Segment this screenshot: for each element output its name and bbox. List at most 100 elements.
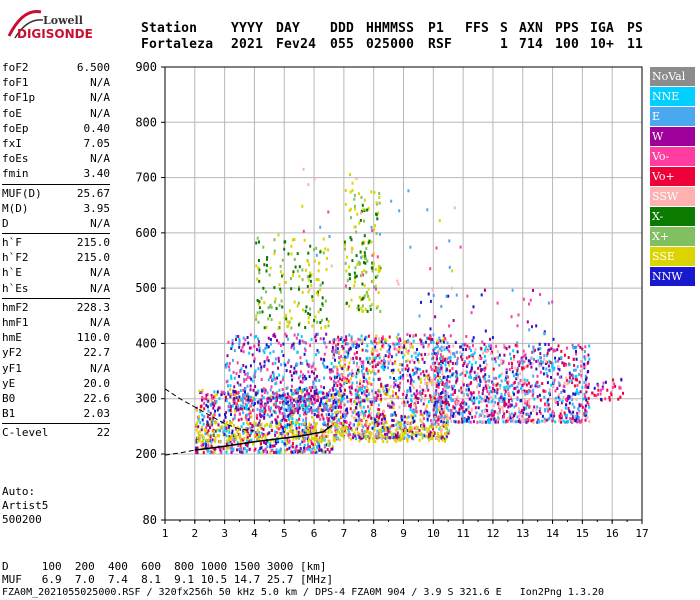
echo-point: [528, 302, 531, 306]
echo-point: [503, 401, 506, 405]
echo-point: [511, 365, 513, 369]
echo-point: [560, 375, 563, 379]
echo-point: [400, 427, 403, 430]
echo-point: [423, 333, 426, 337]
echo-point: [206, 423, 209, 427]
echo-point: [574, 368, 577, 372]
echo-point: [379, 347, 382, 351]
echo-point: [573, 368, 575, 372]
echo-point: [342, 340, 344, 344]
echo-point: [373, 399, 376, 403]
echo-point: [491, 389, 494, 393]
echo-point: [441, 438, 444, 442]
echo-point: [516, 341, 519, 345]
echo-point: [484, 420, 487, 424]
echo-point: [230, 442, 233, 446]
echo-point: [599, 388, 602, 392]
echo-point: [295, 444, 298, 448]
echo-point: [461, 401, 464, 405]
echo-point: [297, 399, 300, 403]
echo-point: [355, 364, 358, 368]
echo-point: [267, 306, 270, 310]
echo-point: [567, 395, 570, 398]
echo-point: [227, 365, 230, 369]
echo-point: [443, 423, 446, 427]
echo-point: [447, 408, 450, 412]
echo-point: [350, 216, 352, 220]
echo-point: [449, 351, 452, 355]
echo-point: [366, 259, 369, 263]
echo-point: [261, 394, 264, 398]
echo-point: [322, 402, 324, 406]
echo-point: [363, 386, 366, 389]
echo-point: [547, 417, 550, 421]
echo-point: [306, 362, 309, 366]
echo-point: [450, 409, 453, 413]
echo-point: [577, 343, 580, 347]
parameter-row: C-level 22: [2, 425, 110, 440]
echo-point: [291, 442, 294, 445]
echo-point: [420, 424, 423, 428]
echo-point: [404, 403, 407, 407]
echo-point: [287, 414, 290, 418]
echo-point: [379, 430, 382, 434]
echo-point: [565, 413, 568, 417]
echo-point: [321, 296, 324, 300]
echo-point: [588, 344, 591, 348]
echo-point: [246, 336, 249, 339]
echo-point: [248, 438, 251, 442]
echo-point: [461, 342, 464, 346]
echo-point: [334, 406, 337, 410]
echo-point: [475, 374, 478, 378]
echo-point: [384, 360, 387, 364]
parameter-value: N/A: [90, 281, 110, 295]
echo-point: [416, 430, 419, 434]
echo-point: [297, 433, 300, 437]
echo-point: [538, 384, 541, 388]
echo-point: [387, 343, 390, 347]
echo-point: [357, 304, 360, 308]
y-tick-label: 500: [135, 281, 157, 295]
echo-point: [358, 417, 361, 421]
echo-point: [526, 320, 529, 324]
echo-point: [498, 353, 501, 357]
echo-point: [534, 348, 537, 352]
echo-point: [332, 348, 335, 352]
echo-point: [493, 357, 496, 361]
echo-point: [329, 404, 332, 408]
echo-point: [426, 410, 429, 414]
parameter-divider: [2, 423, 110, 425]
echo-point: [558, 398, 561, 402]
echo-point: [266, 440, 269, 444]
echo-point: [211, 402, 214, 406]
echo-point: [373, 285, 376, 289]
echo-point: [422, 423, 425, 426]
echo-point: [532, 409, 535, 412]
echo-point: [327, 248, 330, 252]
echo-point: [350, 335, 353, 339]
echo-point: [216, 390, 219, 394]
echo-point: [285, 408, 288, 412]
parameter-name: foF1: [2, 76, 29, 90]
echo-point: [244, 415, 247, 419]
echo-point: [391, 424, 394, 428]
echo-point: [545, 360, 548, 364]
echo-point: [317, 406, 320, 410]
echo-point: [363, 198, 366, 202]
echo-point: [339, 359, 342, 363]
echo-point: [559, 412, 562, 416]
y-tick-label: 800: [135, 115, 157, 129]
echo-point: [436, 345, 439, 348]
echo-point: [205, 443, 208, 447]
echo-point: [301, 290, 304, 294]
echo-point: [406, 416, 409, 420]
echo-point: [420, 353, 423, 357]
echo-point: [488, 418, 491, 421]
echo-point: [367, 415, 370, 419]
echo-point: [269, 351, 272, 355]
echo-point: [386, 426, 389, 430]
echo-point: [308, 422, 311, 426]
echo-point: [413, 371, 416, 375]
echo-point: [292, 430, 295, 434]
echo-point: [430, 433, 433, 437]
